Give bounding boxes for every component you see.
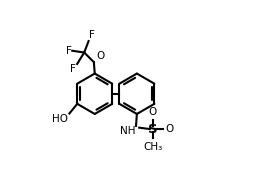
- Text: CH₃: CH₃: [143, 142, 162, 152]
- Text: O: O: [149, 107, 157, 117]
- Text: NH: NH: [120, 126, 135, 136]
- Text: O: O: [166, 124, 174, 134]
- Text: F: F: [89, 30, 95, 40]
- Text: O: O: [96, 51, 104, 61]
- Text: F: F: [70, 64, 76, 75]
- Text: S: S: [148, 122, 157, 136]
- Text: F: F: [65, 46, 71, 56]
- Text: HO: HO: [52, 114, 68, 124]
